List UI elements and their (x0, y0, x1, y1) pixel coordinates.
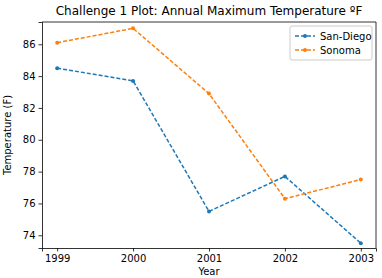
tick: 86 (23, 39, 42, 50)
frame (376, 22, 377, 248)
tick: 2000 (121, 248, 146, 264)
tick-label: 84 (23, 71, 36, 82)
tick-label: 82 (23, 103, 36, 114)
legend-label: San-Diego (320, 31, 372, 42)
tick-mark (39, 76, 43, 77)
frame (42, 22, 376, 23)
tick: 84 (23, 71, 42, 82)
point (131, 26, 135, 30)
legend-label: Sonoma (320, 45, 361, 56)
point (131, 79, 135, 83)
tick: 2001 (197, 248, 222, 264)
tick-mark (361, 248, 362, 252)
tick-label: 1999 (45, 253, 70, 264)
point (283, 197, 287, 201)
tick: 74 (23, 230, 42, 241)
y-axis: 74 76 78 80 82 84 86 (23, 23, 43, 249)
point (359, 178, 363, 182)
tick-mark (209, 248, 210, 252)
x-axis-label: Year (197, 266, 220, 277)
tick-label: 76 (23, 198, 36, 209)
point (207, 92, 211, 96)
tick: 78 (23, 166, 42, 177)
chart: 1999 2000 2001 2002 2003 74 76 78 80 82 84 86 San-Di… (0, 0, 382, 278)
tick-label: 2000 (121, 253, 146, 264)
tick-label: 2001 (197, 253, 222, 264)
tick: 2002 (273, 248, 298, 264)
x-axis: 1999 2000 2001 2002 2003 (43, 248, 377, 264)
axis-line (43, 249, 377, 252)
tick-mark (39, 108, 43, 109)
tick-mark (39, 140, 43, 141)
point (55, 41, 59, 45)
point (55, 66, 59, 70)
tick-mark (285, 248, 286, 252)
tick-label: 2003 (349, 253, 374, 264)
legend-box (290, 26, 372, 60)
legend: San-Diego Sonoma (290, 26, 372, 60)
point (359, 241, 363, 245)
tick: 80 (23, 134, 42, 145)
tick: 1999 (45, 248, 70, 264)
tick-mark (39, 203, 43, 204)
tick-label: 80 (23, 134, 36, 145)
point (207, 209, 211, 213)
legend-marker (303, 48, 307, 52)
tick-mark (39, 44, 43, 45)
tick-label: 78 (23, 166, 36, 177)
tick-mark (39, 235, 43, 236)
title: Challenge 1 Plot: Annual Maximum Tempera… (56, 4, 363, 18)
tick-mark (133, 248, 134, 252)
tick-mark (39, 172, 43, 173)
tick: 2003 (349, 248, 374, 264)
axis-line (39, 23, 43, 249)
legend-marker (303, 34, 307, 38)
plot-area: 1999 2000 2001 2002 2003 74 76 78 80 82 84 86 San-Di… (23, 22, 377, 264)
series-line (57, 68, 361, 243)
point (283, 174, 287, 178)
tick-label: 74 (23, 230, 36, 241)
tick: 76 (23, 198, 42, 209)
tick-label: 2002 (273, 253, 298, 264)
tick-label: 86 (23, 39, 36, 50)
y-axis-label: Temperature (F) (2, 95, 13, 176)
tick-mark (57, 248, 58, 252)
tick: 82 (23, 103, 42, 114)
